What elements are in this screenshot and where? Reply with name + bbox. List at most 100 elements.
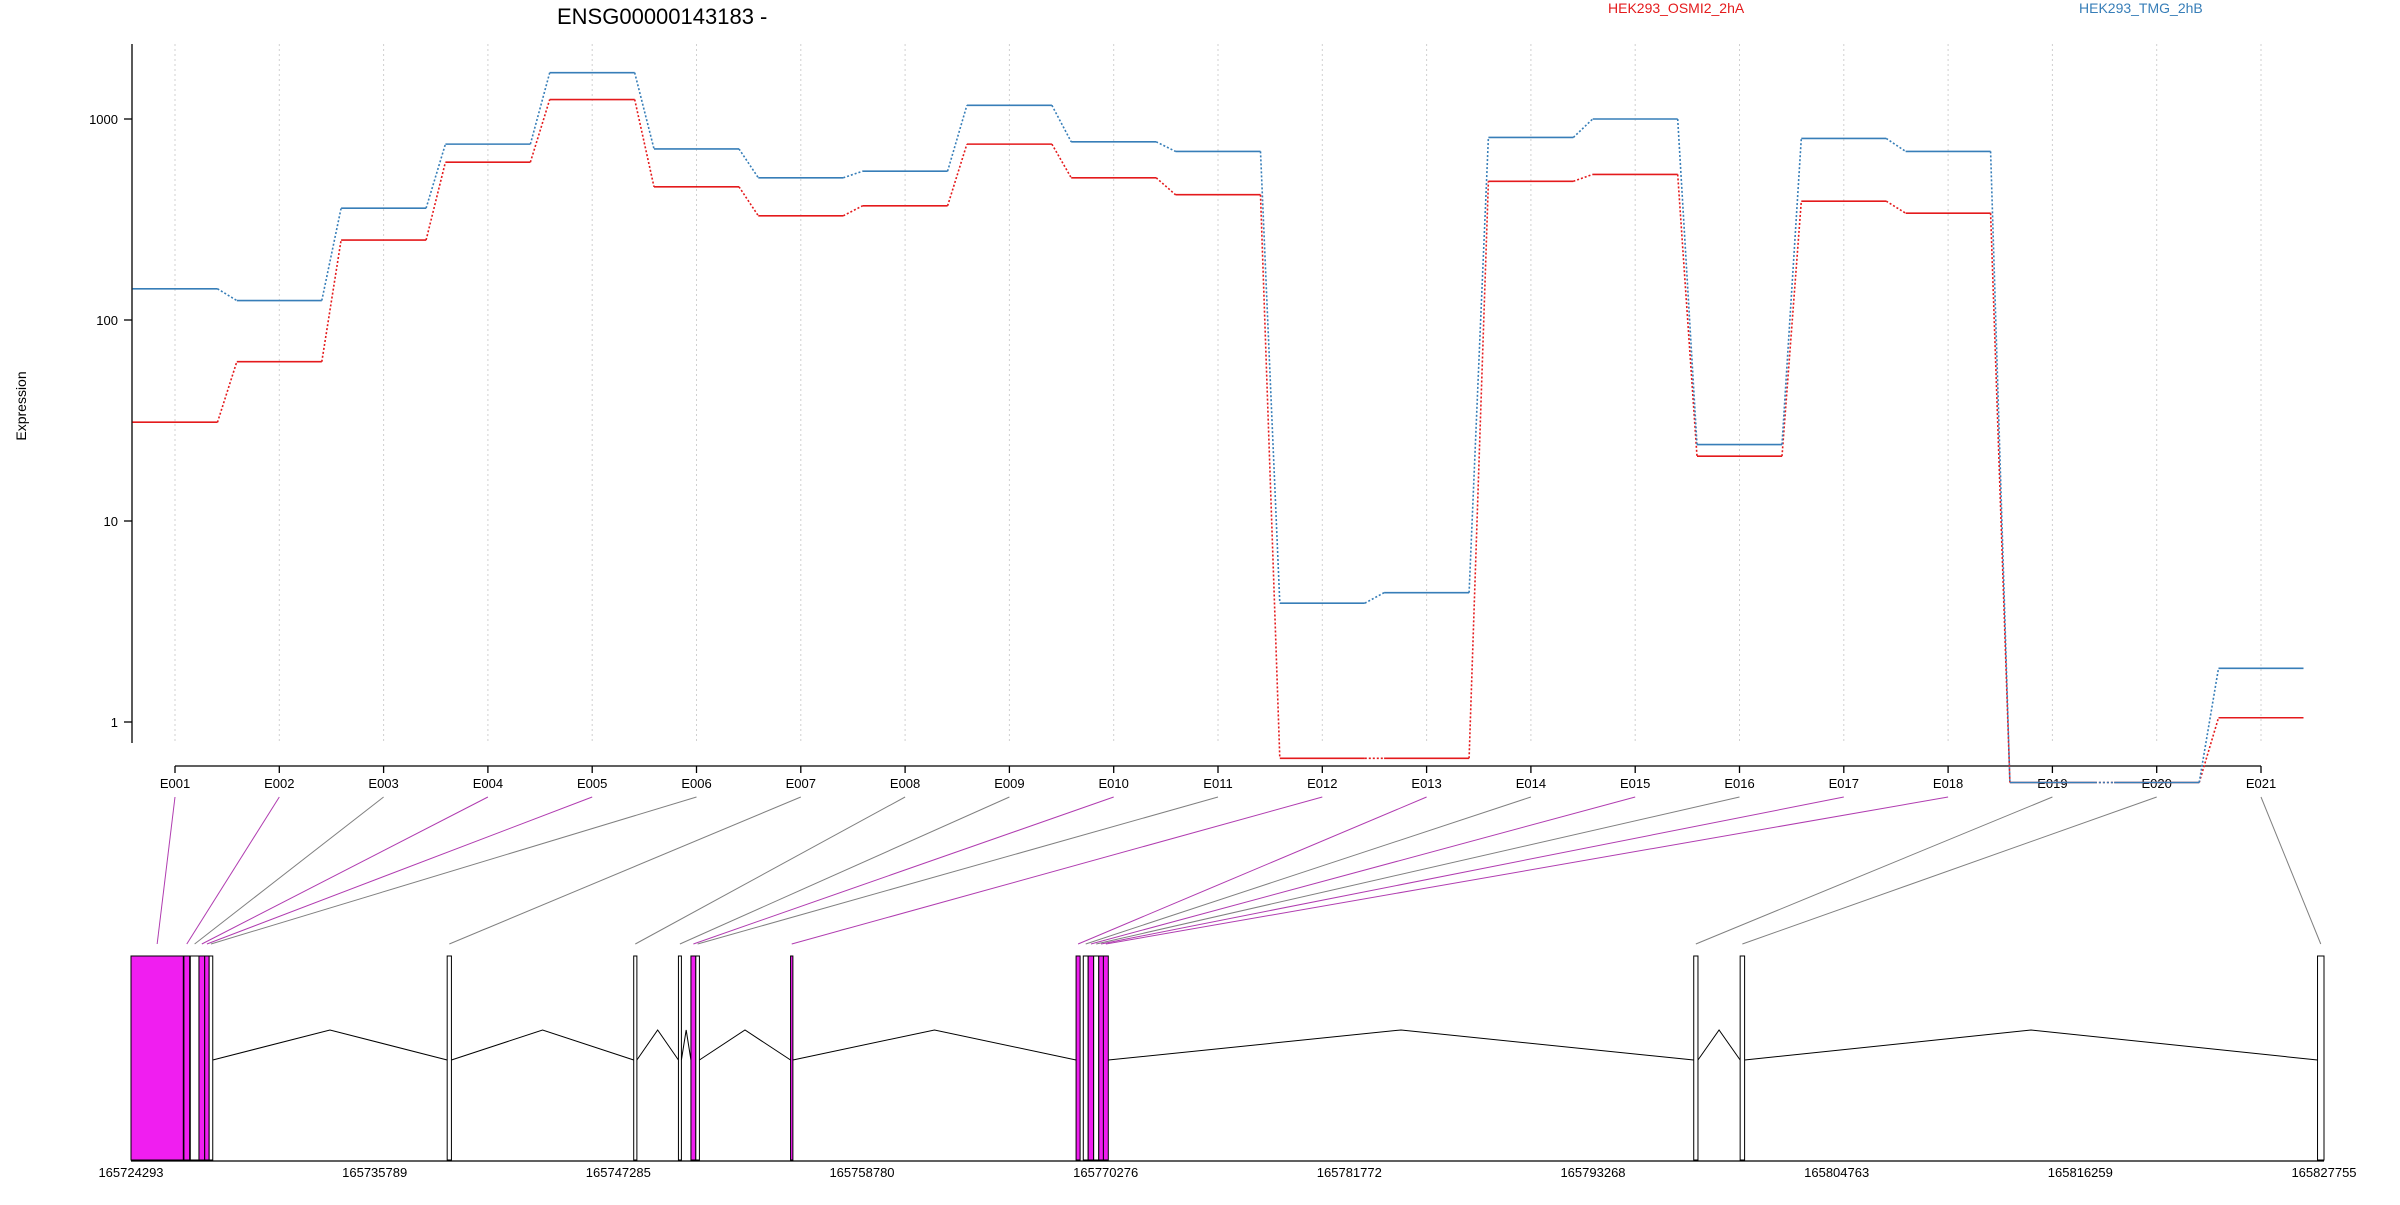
series-2-connector-9	[1051, 104, 1072, 143]
series-2-connector-12	[1364, 591, 1385, 604]
intron-7	[451, 1029, 634, 1061]
series-1-connector-6	[738, 186, 759, 217]
x-tick-label-e004: E004	[473, 776, 503, 791]
exon-link-e010	[693, 796, 1114, 945]
series-1-connector-3	[425, 161, 447, 241]
exon-link-e016	[1096, 796, 1740, 945]
x-tick-label-e014: E014	[1516, 776, 1546, 791]
x-tick-label-e001: E001	[160, 776, 190, 791]
exon-link-e015	[1090, 796, 1636, 945]
exon-box-e005	[204, 955, 210, 1161]
intron-19	[1697, 1029, 1741, 1061]
series-2-connector-13	[1468, 137, 1490, 593]
y-tick-label-1: 1	[111, 715, 118, 730]
y-tick-label-10: 10	[104, 514, 118, 529]
series-1-connector-10	[1155, 177, 1177, 196]
series-1-connector-20	[2198, 717, 2220, 783]
intron-6	[212, 1029, 448, 1061]
series-layer	[132, 71, 2304, 784]
genomic-tick-label-1: 165724293	[98, 1165, 163, 1180]
exon-box-e018	[1102, 955, 1109, 1161]
exon-box-e017	[1098, 955, 1104, 1161]
y-tick-label-100: 100	[96, 313, 118, 328]
series-1-connector-11	[1259, 194, 1281, 759]
exon-box-e020	[1739, 955, 1746, 1161]
genomic-tick-label-6: 165781772	[1317, 1165, 1382, 1180]
series-2-connector-1	[217, 288, 238, 302]
legend-label-series-1: HEK293_OSMI2_2hA	[1608, 0, 1745, 16]
x-tick-label-e016: E016	[1724, 776, 1754, 791]
exon-link-e004	[201, 796, 489, 945]
exon-link-e002	[186, 796, 280, 945]
exon-link-e021	[2260, 796, 2322, 945]
x-tick-label-e021: E021	[2246, 776, 2276, 791]
exon-box-e021	[2317, 955, 2325, 1161]
x-tick-label-e006: E006	[681, 776, 711, 791]
series-1-connector-15	[1676, 174, 1698, 457]
exon-link-e007	[449, 796, 801, 945]
series-1-connector-18	[1989, 213, 2011, 783]
links-layer	[156, 796, 2322, 945]
x-tick-label-e015: E015	[1620, 776, 1650, 791]
series-2-connector-8	[946, 105, 968, 172]
x-tick-label-e007: E007	[786, 776, 816, 791]
series-2-connector-5	[633, 72, 655, 150]
exon-box-e015	[1087, 955, 1095, 1161]
x-tick-label-e020: E020	[2142, 776, 2172, 791]
genomic-tick-label-8: 165804763	[1804, 1165, 1869, 1180]
intron-18	[1108, 1029, 1694, 1061]
intron-12	[792, 1029, 1077, 1061]
exon-box-e016	[1093, 955, 1100, 1161]
series-1-connector-1	[216, 361, 238, 423]
exon-box-e012	[790, 955, 794, 1161]
intron-8	[636, 1029, 679, 1061]
x-tick-label-e003: E003	[368, 776, 398, 791]
series-1-connector-13	[1468, 181, 1490, 759]
series-1-connector-2	[321, 239, 342, 362]
genomic-tick-label-5: 165770276	[1073, 1165, 1138, 1180]
series-1-connector-17	[1885, 200, 1907, 214]
grid-layer	[174, 44, 2262, 743]
x-tick-label-e002: E002	[264, 776, 294, 791]
exon-link-e018	[1105, 796, 1949, 945]
exon-box-e007	[446, 955, 452, 1161]
series-2-connector-18	[1989, 151, 2011, 783]
series-2-connector-3	[425, 143, 447, 209]
y-axis-label: Expression	[13, 371, 29, 440]
x-tick-label-e017: E017	[1829, 776, 1859, 791]
exon-link-e013	[1077, 796, 1427, 945]
genomic-tick-label-7: 165793268	[1560, 1165, 1625, 1180]
exon-link-e014	[1085, 796, 1532, 945]
x-tick-label-e005: E005	[577, 776, 607, 791]
series-2-connector-10	[1155, 141, 1176, 153]
exon-box-e014	[1082, 955, 1089, 1161]
series-2-connector-16	[1781, 138, 1803, 445]
exon-box-e006	[208, 955, 214, 1161]
series-2-connector-4	[529, 72, 551, 145]
genomic-tick-label-2: 165735789	[342, 1165, 407, 1180]
exon-box-e003	[189, 955, 200, 1161]
exon-link-e009	[679, 796, 1010, 945]
series-2-connector-11	[1259, 151, 1281, 604]
series-2-connector-20	[2198, 668, 2220, 783]
exon-link-e008	[635, 796, 906, 945]
exon-link-e005	[206, 796, 593, 945]
series-2-connector-7	[843, 170, 863, 179]
intron-9	[680, 1029, 692, 1061]
x-tick-label-e013: E013	[1411, 776, 1441, 791]
chart-title: ENSG00000143183 -	[557, 4, 767, 29]
x-tick-label-e010: E010	[1099, 776, 1129, 791]
exon-box-e011	[695, 955, 700, 1161]
x-tick-label-e008: E008	[890, 776, 920, 791]
exon-link-e003	[194, 796, 384, 945]
genomic-tick-label-3: 165747285	[586, 1165, 651, 1180]
series-1-connector-7	[842, 205, 863, 217]
exon-link-e006	[210, 796, 697, 945]
y-tick-label-1000: 1000	[89, 112, 118, 127]
series-1-connector-4	[529, 99, 551, 163]
series-2	[132, 71, 2304, 784]
series-1-connector-8	[946, 143, 968, 207]
exon-box-e008	[633, 955, 638, 1161]
exon-link-e017	[1100, 796, 1844, 945]
